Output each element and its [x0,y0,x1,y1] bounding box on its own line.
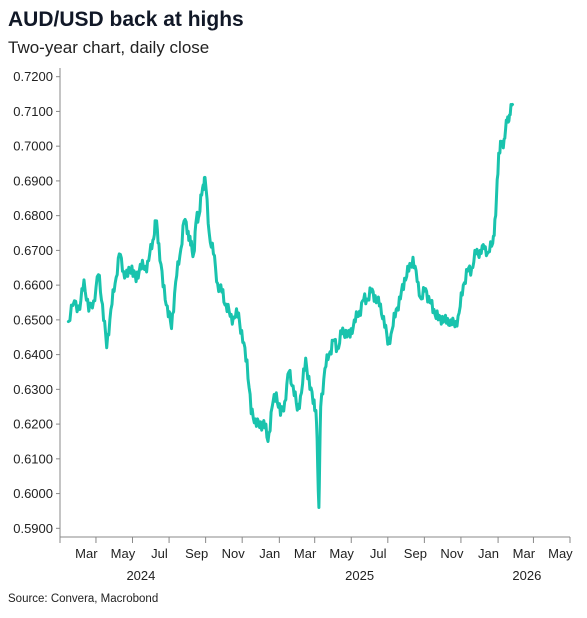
y-tick-label: 0.6800 [13,208,53,223]
x-year-label: 2024 [126,568,155,583]
x-tick-label: Mar [75,546,98,561]
x-tick-label: Jul [370,546,387,561]
y-tick-label: 0.6100 [13,451,53,466]
y-tick-label: 0.7100 [13,104,53,119]
source-note: Source: Convera, Macrobond [8,593,159,605]
x-tick-label: Sep [404,546,427,561]
y-tick-label: 0.6600 [13,278,53,293]
x-tick-label: Nov [222,546,246,561]
y-tick-label: 0.6400 [13,347,53,362]
x-tick-label: Sep [185,546,208,561]
y-tick-label: 0.6300 [13,382,53,397]
x-year-label: 2025 [345,568,374,583]
y-tick-label: 0.7200 [13,69,53,84]
x-tick-label: Mar [294,546,317,561]
x-tick-label: Nov [440,546,464,561]
series-line-audusd [66,103,514,509]
x-year-label: 2026 [512,568,541,583]
y-tick-label: 0.5900 [13,521,53,536]
x-tick-label: May [329,546,354,561]
y-tick-label: 0.7000 [13,139,53,154]
chart-title: AUD/USD back at highs [8,8,244,31]
x-tick-label: May [111,546,136,561]
chart-subtitle: Two-year chart, daily close [8,38,210,57]
y-tick-label: 0.6700 [13,243,53,258]
x-tick-label: Jan [478,546,499,561]
y-tick-label: 0.6500 [13,312,53,327]
x-tick-label: Jan [259,546,280,561]
y-tick-label: 0.6900 [13,173,53,188]
x-tick-label: May [548,546,573,561]
x-tick-label: Jul [151,546,168,561]
y-tick-label: 0.6200 [13,417,53,432]
x-tick-label: Mar [513,546,536,561]
y-tick-label: 0.6000 [13,486,53,501]
